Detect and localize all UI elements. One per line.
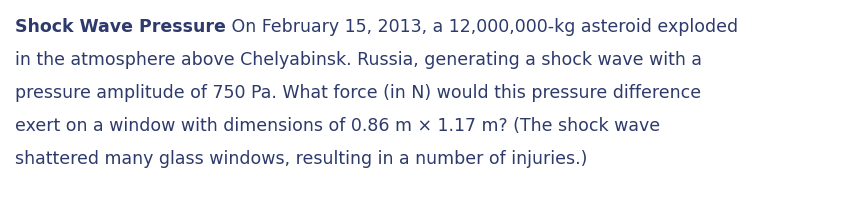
Text: On February 15, 2013, a 12,000,000-kg asteroid exploded: On February 15, 2013, a 12,000,000-kg as…	[226, 18, 738, 36]
Text: in the atmosphere above Chelyabinsk. Russia, generating a shock wave with a: in the atmosphere above Chelyabinsk. Rus…	[15, 51, 702, 69]
Text: Shock Wave Pressure: Shock Wave Pressure	[15, 18, 226, 36]
Text: pressure amplitude of 750 Pa. What force (in N) would this pressure difference: pressure amplitude of 750 Pa. What force…	[15, 84, 701, 102]
Text: exert on a window with dimensions of 0.86 m × 1.17 m? (The shock wave: exert on a window with dimensions of 0.8…	[15, 116, 660, 134]
Text: shattered many glass windows, resulting in a number of injuries.): shattered many glass windows, resulting …	[15, 149, 587, 167]
